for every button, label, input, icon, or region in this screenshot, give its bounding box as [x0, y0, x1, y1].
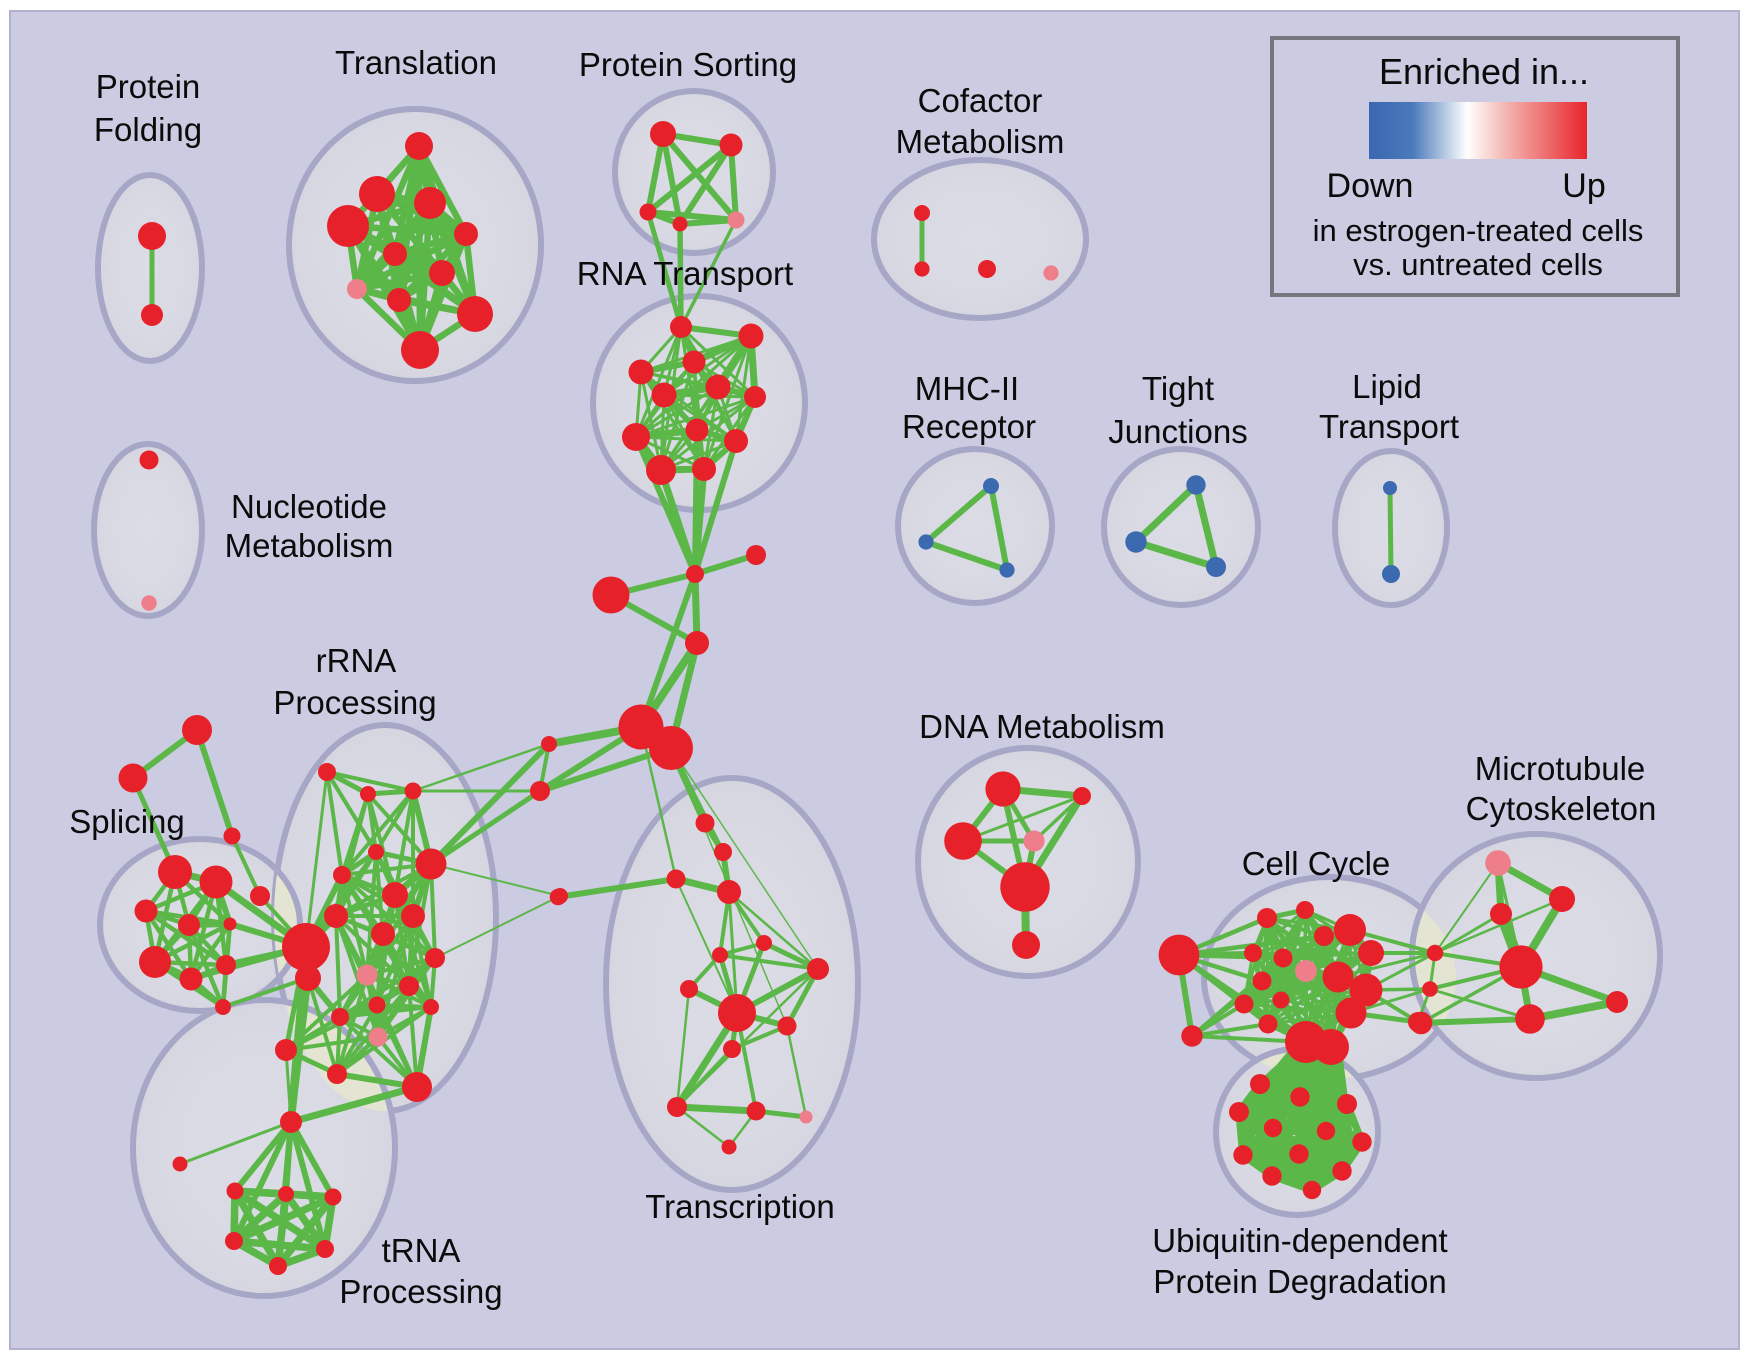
svg-text:Transcription: Transcription [645, 1188, 835, 1225]
svg-text:Enriched in...: Enriched in... [1379, 51, 1589, 92]
svg-text:Cofactor: Cofactor [918, 82, 1043, 119]
svg-text:Lipid: Lipid [1352, 368, 1422, 405]
svg-text:Nucleotide: Nucleotide [231, 488, 387, 525]
svg-text:in estrogen-treated cells: in estrogen-treated cells [1313, 213, 1644, 248]
svg-text:Folding: Folding [94, 111, 202, 148]
svg-text:Protein Degradation: Protein Degradation [1153, 1263, 1447, 1300]
svg-text:Cytoskeleton: Cytoskeleton [1466, 790, 1657, 827]
svg-text:Up: Up [1562, 167, 1605, 205]
svg-text:Protein: Protein [96, 68, 201, 105]
svg-text:Ubiquitin-dependent: Ubiquitin-dependent [1152, 1222, 1447, 1259]
svg-text:Processing: Processing [273, 684, 436, 721]
svg-text:Translation: Translation [335, 44, 497, 81]
svg-text:Metabolism: Metabolism [896, 123, 1065, 160]
svg-text:Microtubule: Microtubule [1475, 750, 1646, 787]
svg-text:Junctions: Junctions [1108, 413, 1247, 450]
svg-text:tRNA: tRNA [382, 1232, 461, 1269]
svg-text:rRNA: rRNA [316, 642, 397, 679]
svg-text:Down: Down [1327, 167, 1414, 205]
svg-text:Protein Sorting: Protein Sorting [579, 46, 797, 83]
svg-text:MHC-II: MHC-II [915, 370, 1019, 407]
svg-text:Splicing: Splicing [69, 803, 185, 840]
svg-text:Cell Cycle: Cell Cycle [1242, 845, 1391, 882]
svg-text:DNA Metabolism: DNA Metabolism [919, 708, 1165, 745]
svg-text:vs. untreated cells: vs. untreated cells [1353, 247, 1603, 282]
svg-text:Metabolism: Metabolism [225, 527, 394, 564]
svg-text:Receptor: Receptor [902, 408, 1036, 445]
svg-text:Processing: Processing [339, 1273, 502, 1310]
svg-text:RNA Transport: RNA Transport [577, 255, 793, 292]
svg-text:Tight: Tight [1142, 370, 1214, 407]
svg-text:Transport: Transport [1319, 408, 1459, 445]
